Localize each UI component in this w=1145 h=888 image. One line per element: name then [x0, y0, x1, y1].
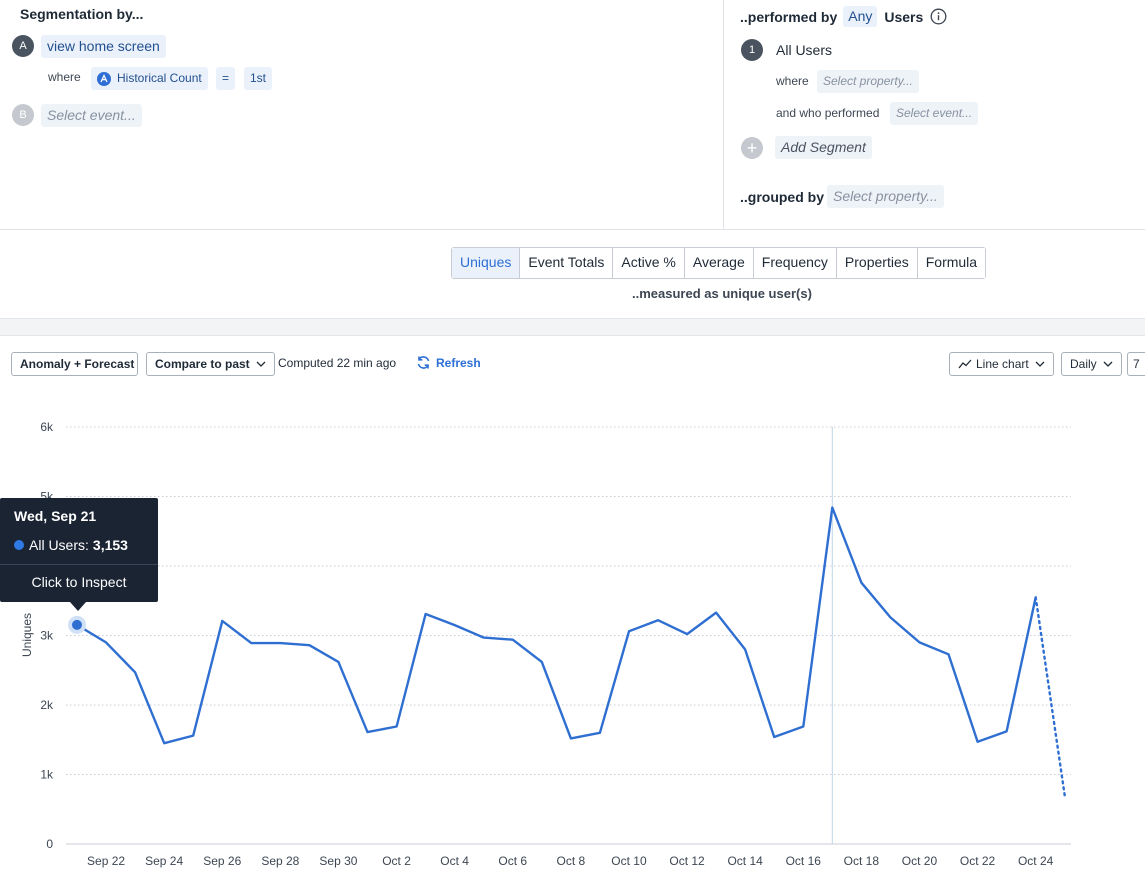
interval-label: Daily — [1070, 357, 1097, 371]
event-b-badge: B — [12, 104, 34, 126]
chevron-down-icon — [1103, 361, 1113, 367]
refresh-icon — [417, 356, 430, 369]
y-tick-label: 3k — [40, 629, 54, 643]
chevron-down-icon — [256, 361, 266, 367]
forecast-line-all-users — [1034, 596, 1066, 797]
interval-dropdown[interactable]: Daily — [1061, 352, 1122, 376]
who-performed-label: and who performed — [776, 106, 880, 120]
date-range-dropdown[interactable]: 7 — [1127, 352, 1145, 376]
segment-where-label: where — [776, 74, 809, 88]
add-segment-button[interactable]: Add Segment — [775, 136, 872, 159]
x-tick-label: Oct 18 — [844, 854, 880, 868]
series-line-all-users[interactable] — [76, 506, 1037, 745]
x-tick-label: Oct 6 — [498, 854, 527, 868]
filter-value[interactable]: 1st — [244, 67, 273, 90]
event-b-selector[interactable]: Select event... — [41, 104, 142, 127]
chart-type-label: Line chart — [976, 357, 1029, 371]
add-segment-icon[interactable]: + — [741, 137, 763, 159]
x-tick-label: Oct 20 — [902, 854, 938, 868]
tab-average[interactable]: Average — [683, 248, 753, 278]
chart-type-dropdown[interactable]: Line chart — [949, 352, 1054, 376]
query-builder: Segmentation by... A view home screen wh… — [0, 0, 1145, 230]
x-tick-label: Oct 24 — [1018, 854, 1054, 868]
users-label: Users — [884, 8, 924, 25]
historical-count-filter[interactable]: Historical Count — [91, 67, 208, 90]
where-label: where — [48, 70, 81, 84]
x-tick-label: Oct 12 — [669, 854, 705, 868]
chart-grid — [66, 426, 1071, 845]
x-tick-label: Oct 4 — [440, 854, 469, 868]
metric-tabs: Uniques Event Totals Active % Average Freque… — [451, 247, 987, 279]
x-tick-label: Oct 14 — [727, 854, 763, 868]
tooltip-series-value: 3,153 — [92, 537, 128, 553]
filter-property: Historical Count — [117, 71, 202, 85]
filter-operator[interactable]: = — [216, 67, 236, 90]
tab-formula[interactable]: Formula — [916, 248, 986, 278]
who-performed-selector[interactable]: Select event... — [890, 102, 979, 125]
y-tick-label: 6k — [40, 420, 54, 434]
x-tick-label: Oct 8 — [557, 854, 586, 868]
x-tick-label: Oct 2 — [382, 854, 411, 868]
section-divider — [0, 318, 1145, 336]
performed-by-title: ..performed by Any Users — [740, 6, 947, 27]
any-selector[interactable]: Any — [843, 6, 878, 27]
grouped-by-selector[interactable]: Select property... — [827, 185, 944, 208]
event-a-badge: A — [12, 35, 34, 57]
event-a-selector[interactable]: view home screen — [41, 35, 166, 58]
info-icon[interactable] — [930, 8, 947, 25]
x-tick-label: Oct 22 — [960, 854, 996, 868]
y-tick-label: 2k — [40, 698, 54, 712]
y-tick-label: 1k — [40, 768, 54, 782]
measured-as-label: ..measured as unique user(s) — [632, 286, 812, 301]
tab-active[interactable]: Active % — [612, 248, 684, 278]
x-tick-label: Oct 10 — [611, 854, 647, 868]
tab-uniques[interactable]: Uniques — [452, 248, 520, 278]
grouped-by-label: ..grouped by — [740, 189, 824, 205]
y-tick-label: 0 — [46, 837, 53, 851]
hover-point[interactable] — [72, 619, 82, 630]
performed-by-label: ..performed by — [740, 8, 838, 25]
tooltip-divider — [0, 564, 158, 565]
x-tick-label: Sep 26 — [203, 854, 241, 868]
performed-by-pane: ..performed by Any Users 1 All Users whe… — [724, 0, 1145, 229]
tab-properties[interactable]: Properties — [835, 248, 917, 278]
computed-timestamp: Computed 22 min ago — [278, 356, 397, 370]
x-tick-label: Sep 22 — [87, 854, 125, 868]
tooltip-arrow — [70, 602, 86, 611]
tab-event-totals[interactable]: Event Totals — [519, 248, 613, 278]
tooltip-date: Wed, Sep 21 — [14, 508, 97, 524]
y-axis: 01k2k3k4k5k6k — [40, 420, 54, 851]
segmentation-title: Segmentation by... — [20, 6, 144, 22]
tooltip-series-label: All Users: — [29, 537, 89, 553]
x-tick-label: Sep 28 — [261, 854, 299, 868]
chart-tooltip[interactable]: Wed, Sep 21 All Users: 3,153 Click to In… — [0, 498, 158, 611]
series-color-dot — [14, 540, 24, 550]
y-axis-title: Uniques — [20, 613, 34, 657]
tab-frequency[interactable]: Frequency — [752, 248, 836, 278]
x-tick-label: Oct 16 — [786, 854, 822, 868]
chevron-down-icon — [1035, 361, 1045, 367]
series-points — [68, 615, 86, 634]
refresh-button[interactable]: Refresh — [416, 355, 481, 370]
historical-count-icon — [97, 71, 111, 86]
x-tick-label: Sep 24 — [145, 854, 183, 868]
segment-1-name[interactable]: All Users — [776, 42, 833, 58]
segment-1-badge: 1 — [741, 39, 763, 61]
line-chart-icon — [958, 359, 972, 369]
click-to-inspect-link[interactable]: Click to Inspect — [31, 574, 127, 590]
x-tick-label: Sep 30 — [319, 854, 357, 868]
tooltip-series: All Users: 3,153 — [14, 537, 128, 553]
segmentation-pane: Segmentation by... A view home screen wh… — [0, 0, 724, 229]
compare-to-past-dropdown[interactable]: Compare to past — [146, 352, 275, 376]
refresh-label: Refresh — [436, 355, 481, 370]
segment-property-selector[interactable]: Select property... — [817, 70, 919, 93]
x-axis: Sep 22 Sep 24 Sep 26 Sep 28 Sep 30 Oct 2 Oct 4… — [87, 854, 1054, 868]
anomaly-forecast-button[interactable]: Anomaly + Forecast — [11, 352, 138, 376]
compare-to-past-label: Compare to past — [155, 357, 250, 371]
